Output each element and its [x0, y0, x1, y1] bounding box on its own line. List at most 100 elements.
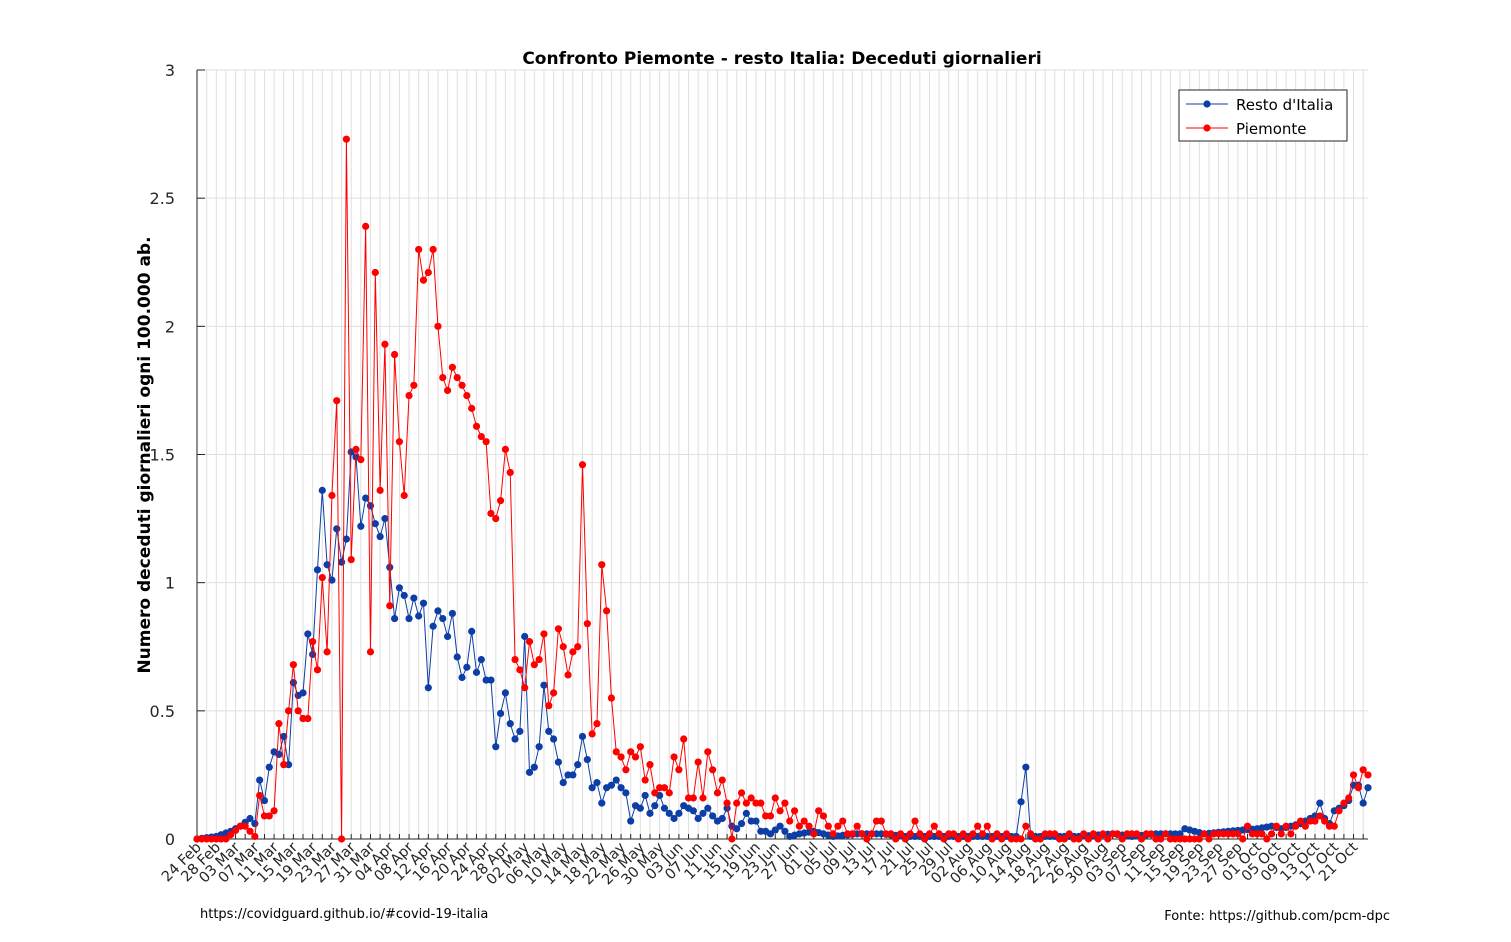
data-point — [617, 784, 625, 792]
data-point — [289, 661, 297, 669]
data-point — [1113, 830, 1122, 838]
data-point — [622, 789, 630, 797]
data-point — [323, 561, 331, 569]
data-point — [501, 689, 510, 697]
data-point — [342, 535, 350, 543]
data-point — [337, 835, 346, 843]
data-point — [1359, 799, 1367, 807]
data-point — [983, 822, 991, 830]
data-point — [1099, 830, 1107, 838]
data-point — [424, 684, 432, 692]
data-point — [790, 807, 799, 815]
data-point — [627, 817, 635, 825]
y-axis-label: Numero deceduti giornalieri ogni 100.000… — [135, 236, 155, 673]
data-point — [704, 804, 712, 812]
data-point — [386, 602, 394, 610]
data-point — [434, 607, 442, 615]
legend-marker-piemonte — [1203, 124, 1211, 132]
data-point — [1345, 794, 1353, 802]
data-point — [1162, 830, 1170, 838]
data-point — [564, 671, 572, 679]
data-point — [516, 666, 524, 674]
data-point — [434, 322, 442, 330]
data-point — [631, 753, 640, 761]
data-point — [588, 730, 596, 738]
data-point — [550, 735, 558, 743]
data-point — [545, 727, 553, 735]
data-point — [892, 835, 900, 843]
data-point — [381, 340, 389, 348]
data-point — [569, 648, 577, 656]
data-point — [333, 525, 341, 533]
data-point — [877, 817, 885, 825]
data-point — [395, 438, 403, 446]
data-point — [839, 817, 847, 825]
data-point — [949, 830, 958, 838]
data-point — [1258, 830, 1266, 838]
data-point — [458, 673, 466, 682]
data-point — [574, 761, 582, 769]
data-point — [554, 758, 563, 766]
data-point — [742, 799, 750, 807]
data-point — [227, 831, 235, 839]
data-point — [757, 799, 765, 807]
data-point — [1359, 766, 1367, 774]
data-point — [554, 625, 563, 633]
data-point — [1287, 830, 1295, 838]
data-point — [376, 486, 384, 494]
data-point — [443, 632, 452, 641]
data-point — [887, 830, 895, 838]
data-point — [1094, 835, 1102, 843]
data-point — [670, 753, 678, 761]
data-point — [463, 663, 471, 671]
data-point — [588, 784, 596, 792]
data-point — [284, 707, 293, 715]
data-point — [371, 520, 379, 528]
data-point — [1239, 835, 1247, 843]
data-point — [578, 461, 587, 469]
y-tick-label: 1 — [165, 574, 175, 593]
data-point — [853, 822, 861, 830]
data-point — [1296, 817, 1305, 825]
data-point — [627, 748, 635, 756]
data-point — [1349, 771, 1358, 779]
data-point — [1060, 835, 1069, 843]
data-point — [424, 268, 432, 277]
data-point — [1311, 817, 1319, 825]
data-point — [699, 794, 707, 802]
data-point — [472, 422, 481, 430]
data-point — [265, 812, 273, 820]
data-point — [530, 763, 538, 771]
data-point — [800, 817, 808, 825]
data-point — [733, 799, 741, 807]
data-point — [318, 573, 326, 582]
data-point — [506, 720, 514, 728]
data-point — [646, 809, 654, 817]
data-point — [1080, 830, 1088, 838]
data-point — [231, 826, 240, 835]
data-point — [776, 822, 784, 830]
data-point — [1340, 799, 1348, 807]
data-point — [521, 632, 529, 641]
data-point — [612, 776, 620, 784]
data-point — [477, 655, 485, 664]
data-point — [1364, 771, 1372, 779]
data-point — [689, 807, 697, 815]
data-point — [492, 743, 500, 751]
data-point — [742, 809, 750, 817]
data-point — [896, 830, 905, 838]
data-point — [1065, 830, 1073, 838]
data-point — [728, 835, 736, 843]
data-point — [443, 386, 452, 395]
data-point — [559, 643, 567, 651]
data-point — [713, 789, 722, 797]
data-point — [333, 397, 341, 405]
data-point — [930, 822, 938, 830]
data-point — [468, 404, 476, 412]
data-point — [1301, 822, 1309, 830]
data-point — [458, 381, 466, 389]
data-point — [578, 732, 587, 741]
data-point — [617, 753, 625, 761]
data-point — [540, 681, 548, 689]
data-point — [660, 784, 669, 792]
